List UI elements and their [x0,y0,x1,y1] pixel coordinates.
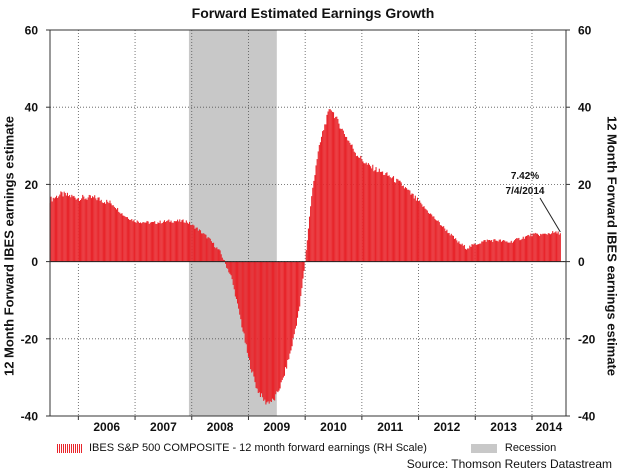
x-tick-label: 2006 [93,420,120,434]
y-tick-label-left: 0 [31,255,38,269]
y-tick-label-right: 40 [578,101,592,115]
annotation-value: 7.42% [511,171,539,182]
legend-series-swatch [57,443,83,453]
y-tick-label-right: -20 [578,332,596,346]
y-tick-label-right: -40 [578,410,596,424]
x-tick-label: 2008 [207,420,234,434]
x-axis-ticks: 2006 2007 2008 2009 2010 2011 2012 2013 2014 [77,416,563,434]
y-axis-label-right: 12 Month Forward IBES earnings estimate [604,115,620,377]
legend-recession-swatch [470,443,497,453]
y-tick-label-left: -40 [21,410,39,424]
annotation-leader-line [539,197,561,233]
x-tick-label: 2012 [434,420,461,434]
y-axis-ticks: 60 60 40 40 20 20 0 0 -20 -20 -40 -40 [21,24,596,424]
annotation: 7.42% 7/4/2014 [506,171,561,233]
x-tick-label: 2010 [320,420,347,434]
source-note: Source: Thomson Reuters Datastream [406,457,612,471]
legend: IBES S&P 500 COMPOSITE - 12 month forwar… [57,442,556,454]
x-tick-label: 2013 [490,420,517,434]
legend-recession-label: Recession [504,442,557,454]
x-tick-label: 2007 [150,420,177,434]
annotation-date: 7/4/2014 [506,186,545,197]
series-bars [49,109,561,405]
y-tick-label-right: 0 [578,255,585,269]
x-tick-label: 2011 [377,420,403,434]
y-tick-label-left: -20 [21,332,39,346]
y-tick-label-left: 40 [25,101,39,115]
x-tick-label: 2014 [536,420,563,434]
y-tick-label-right: 60 [578,24,592,38]
chart-title: Forward Estimated Earnings Growth [191,5,435,21]
plot-frame [49,29,567,417]
x-tick-label: 2009 [263,420,290,434]
y-tick-label-left: 20 [25,178,39,192]
legend-series-label: IBES S&P 500 COMPOSITE - 12 month forwar… [89,442,427,454]
y-tick-label-left: 60 [25,24,39,38]
y-tick-label-right: 20 [578,178,592,192]
y-axis-label-left: 12 Month Forward IBES earnings estimate [1,115,17,377]
